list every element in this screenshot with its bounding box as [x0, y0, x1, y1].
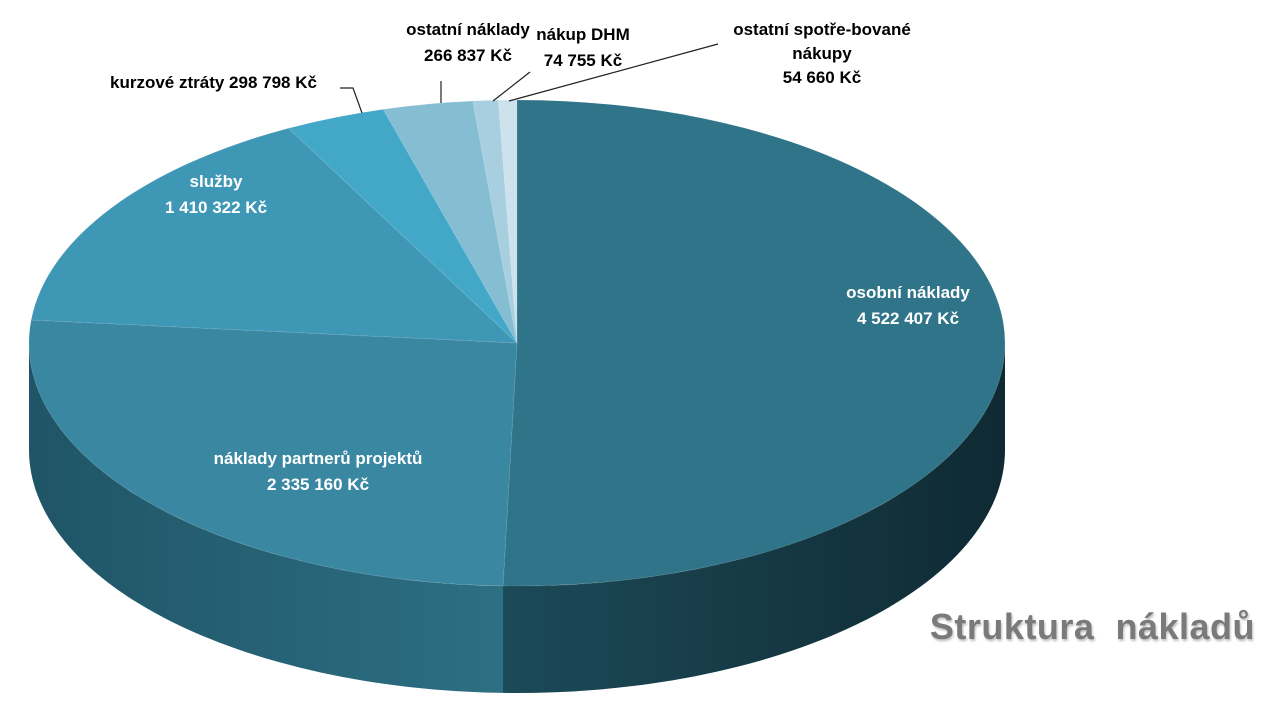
pie-slice-ostatni-naklady [382, 100, 518, 344]
chart-title: Struktura nákladů [929, 606, 1255, 647]
data-label-naklady-partneru-projektu: náklady partnerů projektů 2 335 160 Kč [214, 449, 423, 494]
pie-slice-sluzby [30, 127, 519, 344]
data-label-osobni-naklady: osobní náklady 4 522 407 Kč [846, 283, 970, 328]
leader-line-ostatni-spotre-bovane-nakupy [508, 43, 719, 102]
pie-slice-naklady-partneru-projektu [28, 319, 518, 587]
leader-line-nakup-dhm [492, 71, 531, 102]
pie-side-left [29, 343, 503, 693]
pie-slice-osobni-naklady [502, 99, 1006, 587]
pie-slice-ostatni-spotre-bovane-nakupy [497, 99, 518, 344]
pie-side-layer [29, 343, 1005, 694]
pie-side-right [503, 343, 1005, 694]
pie-slice-nakup-dhm [472, 99, 518, 344]
pie-slice-kurzove-ztraty [287, 108, 518, 344]
data-label-ostatni-naklady: ostatní náklady 266 837 Kč [406, 20, 530, 65]
leader-line-kurzove-ztraty [340, 87, 363, 114]
data-label-sluzby: služby 1 410 322 Kč [165, 172, 267, 217]
data-label-nakup-dhm: nákup DHM 74 755 Kč [536, 25, 630, 70]
data-label-ostatni-spotre-bovane-nakupy: ostatní spotře-bované nákupy 54 660 Kč [733, 20, 911, 87]
data-labels: osobní náklady 4 522 407 Kč náklady partne… [110, 20, 970, 494]
data-label-kurzove-ztraty: kurzové ztráty 298 798 Kč [110, 73, 317, 92]
pie-top-layer [28, 99, 1006, 587]
callout-lines [340, 43, 719, 114]
